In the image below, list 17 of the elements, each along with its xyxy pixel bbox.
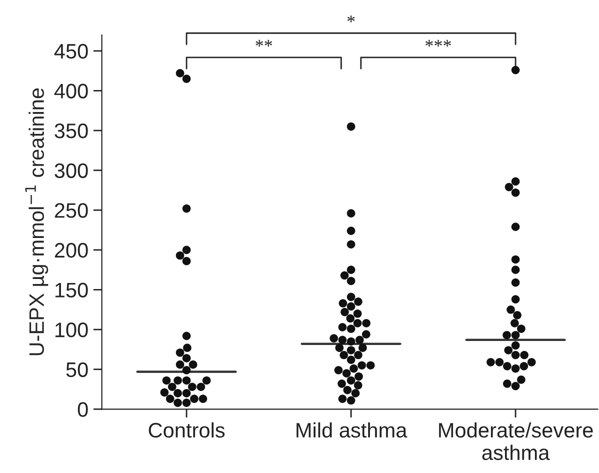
- y-tick-label: 0: [78, 402, 88, 417]
- y-tick-label: 50: [66, 362, 88, 378]
- text: *: [347, 16, 355, 22]
- y-tick-label: 350: [54, 124, 88, 138]
- y-tick-label: 200: [54, 242, 88, 258]
- x-tick-label: Moderate/severe asthma: [439, 422, 593, 460]
- annotation: ***: [426, 40, 451, 47]
- y-tick-label: 250: [54, 203, 88, 218]
- y-tick-label: 300: [54, 163, 88, 178]
- y-tick-label: 400: [54, 84, 88, 98]
- y-tick-label: 450: [54, 44, 88, 59]
- y-tick-label: 150: [55, 282, 88, 298]
- annotation: **: [256, 40, 272, 47]
- x-tick-label: Controls: [148, 422, 225, 438]
- x-tick-label: Mild asthma: [296, 422, 408, 438]
- y-axis-title: U-EPX µg·mmol$^{−1}$ creatinine: [25, 88, 48, 356]
- y-tick-label: 100: [55, 322, 88, 338]
